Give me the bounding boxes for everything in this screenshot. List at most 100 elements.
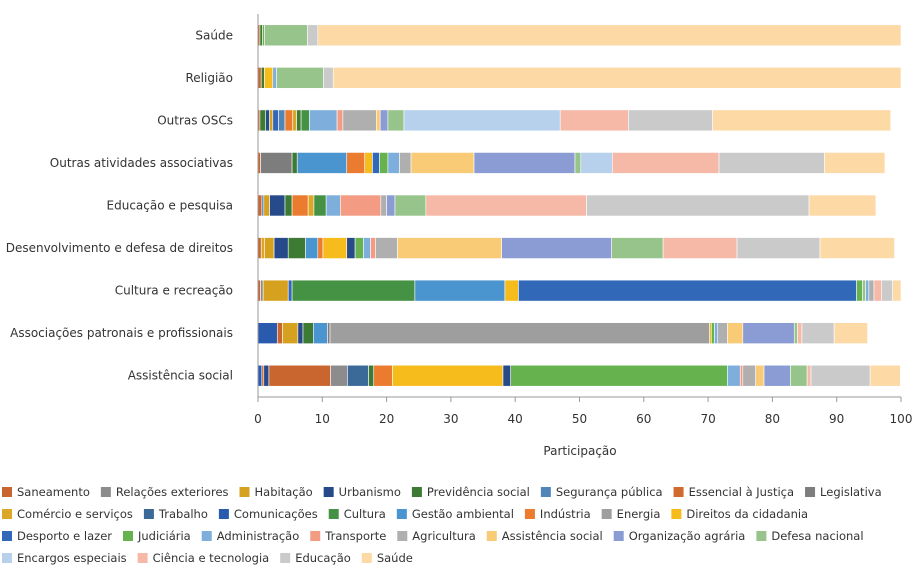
bar-segment — [711, 322, 715, 344]
bar-segment — [425, 194, 587, 217]
bar-segment — [375, 237, 398, 259]
bar-segment — [260, 279, 264, 302]
bar-segment — [611, 152, 720, 174]
legend-item: Comunicações — [218, 507, 318, 521]
legend-item: Legislativa — [805, 485, 882, 499]
bar-segment — [718, 152, 825, 174]
bar-segment — [296, 152, 348, 174]
bar-segment — [793, 322, 798, 344]
bar-segment — [262, 279, 289, 302]
bar-stack — [257, 67, 902, 89]
x-tick-label: 0 — [254, 412, 262, 426]
bar-segment — [272, 67, 277, 89]
category-label: Outras OSCs — [157, 113, 233, 127]
bar-segment — [291, 152, 298, 174]
legend-label: Judiciária — [137, 529, 191, 543]
legend-label: Agricultura — [412, 529, 475, 543]
x-tick-label: 60 — [636, 412, 651, 426]
x-tick-label: 50 — [572, 412, 587, 426]
bar-segment — [264, 67, 274, 89]
bar-segment — [272, 109, 279, 132]
bar-stack — [257, 24, 902, 47]
legend-label: Direitos da cidadania — [686, 507, 808, 521]
bar-segment — [323, 67, 334, 89]
legend-label: Defesa nacional — [771, 529, 863, 543]
legend-item: Previdência social — [411, 485, 530, 499]
bar-segment — [797, 322, 803, 344]
bar-segment — [379, 152, 389, 174]
bar-segment — [662, 237, 738, 259]
bar-segment — [373, 364, 393, 387]
bar-segment — [736, 237, 821, 259]
legend-item: Saneamento — [2, 485, 90, 499]
bar-segment — [518, 279, 857, 302]
bar-segment — [259, 24, 263, 47]
bar-segment — [856, 279, 863, 302]
bar-stack — [257, 237, 895, 259]
bar-segment — [502, 364, 511, 387]
bar-segment — [810, 364, 871, 387]
bar-segment — [317, 237, 324, 259]
legend-item: Comércio e serviços — [2, 507, 133, 521]
x-tick-label: 100 — [890, 412, 913, 426]
bar-stack — [257, 109, 892, 132]
legend-item: Defesa nacional — [756, 529, 864, 543]
legend-swatch — [239, 487, 250, 497]
category-label: Desenvolvimento e defesa de direitos — [6, 241, 233, 255]
legend: Saneamento Relações exteriores Habitação Ur… — [2, 485, 882, 565]
legend-label: Organização agrária — [629, 529, 746, 543]
legend-swatch — [328, 509, 339, 519]
bar-segment — [313, 194, 327, 217]
bar-segment — [340, 194, 382, 217]
legend-swatch — [201, 531, 212, 541]
bar-segment — [873, 279, 883, 302]
legend-item: Essencial à Justiça — [673, 485, 794, 499]
bar-segment — [611, 237, 664, 259]
legend-label: Encargos especiais — [17, 551, 127, 565]
bar-segment — [263, 364, 270, 387]
legend-item: Relações exteriores — [100, 485, 229, 499]
bar-segment — [346, 152, 366, 174]
bar-segment — [263, 194, 270, 217]
bar-segment — [881, 279, 893, 302]
bar-segment — [387, 152, 400, 174]
bar-segment — [862, 279, 866, 302]
bar-segment — [330, 364, 348, 387]
bar-segment — [394, 194, 427, 217]
bar-segment — [312, 322, 328, 344]
bar-segment — [808, 194, 877, 217]
bar-segment — [268, 364, 331, 387]
bar-segment — [259, 109, 267, 132]
bar-segment — [264, 237, 275, 259]
legend-item: Segurança pública — [540, 485, 663, 499]
legend-swatch — [673, 487, 684, 497]
legend-swatch — [100, 487, 111, 497]
bar-segment — [510, 364, 728, 387]
x-tick-label: 20 — [379, 412, 394, 426]
bar-segment — [501, 237, 612, 259]
legend-label: Urbanismo — [339, 485, 401, 499]
legend-label: Assistência social — [502, 529, 603, 543]
legend-item: Energia — [601, 507, 660, 521]
bar-segment — [354, 237, 364, 259]
bar-segment — [297, 322, 304, 344]
legend-item: Urbanismo — [323, 485, 401, 499]
legend-swatch — [218, 509, 229, 519]
bar-segment — [346, 237, 356, 259]
bar-stack — [257, 322, 868, 344]
legend-swatch — [2, 531, 12, 541]
bar-segment — [742, 322, 795, 344]
bar-segment — [264, 24, 308, 47]
bar-segment — [305, 237, 319, 259]
legend-swatch — [143, 509, 154, 519]
bar-segment — [300, 109, 310, 132]
bar-segment — [376, 109, 381, 132]
bar-segment — [332, 67, 902, 89]
legend-swatch — [805, 487, 816, 497]
legend-swatch — [2, 509, 12, 519]
bar-segment — [868, 279, 875, 302]
bar-segment — [284, 194, 293, 217]
legend-label: Administração — [217, 529, 300, 543]
legend-label: Comunicações — [234, 507, 318, 521]
legend-swatch — [486, 531, 497, 541]
